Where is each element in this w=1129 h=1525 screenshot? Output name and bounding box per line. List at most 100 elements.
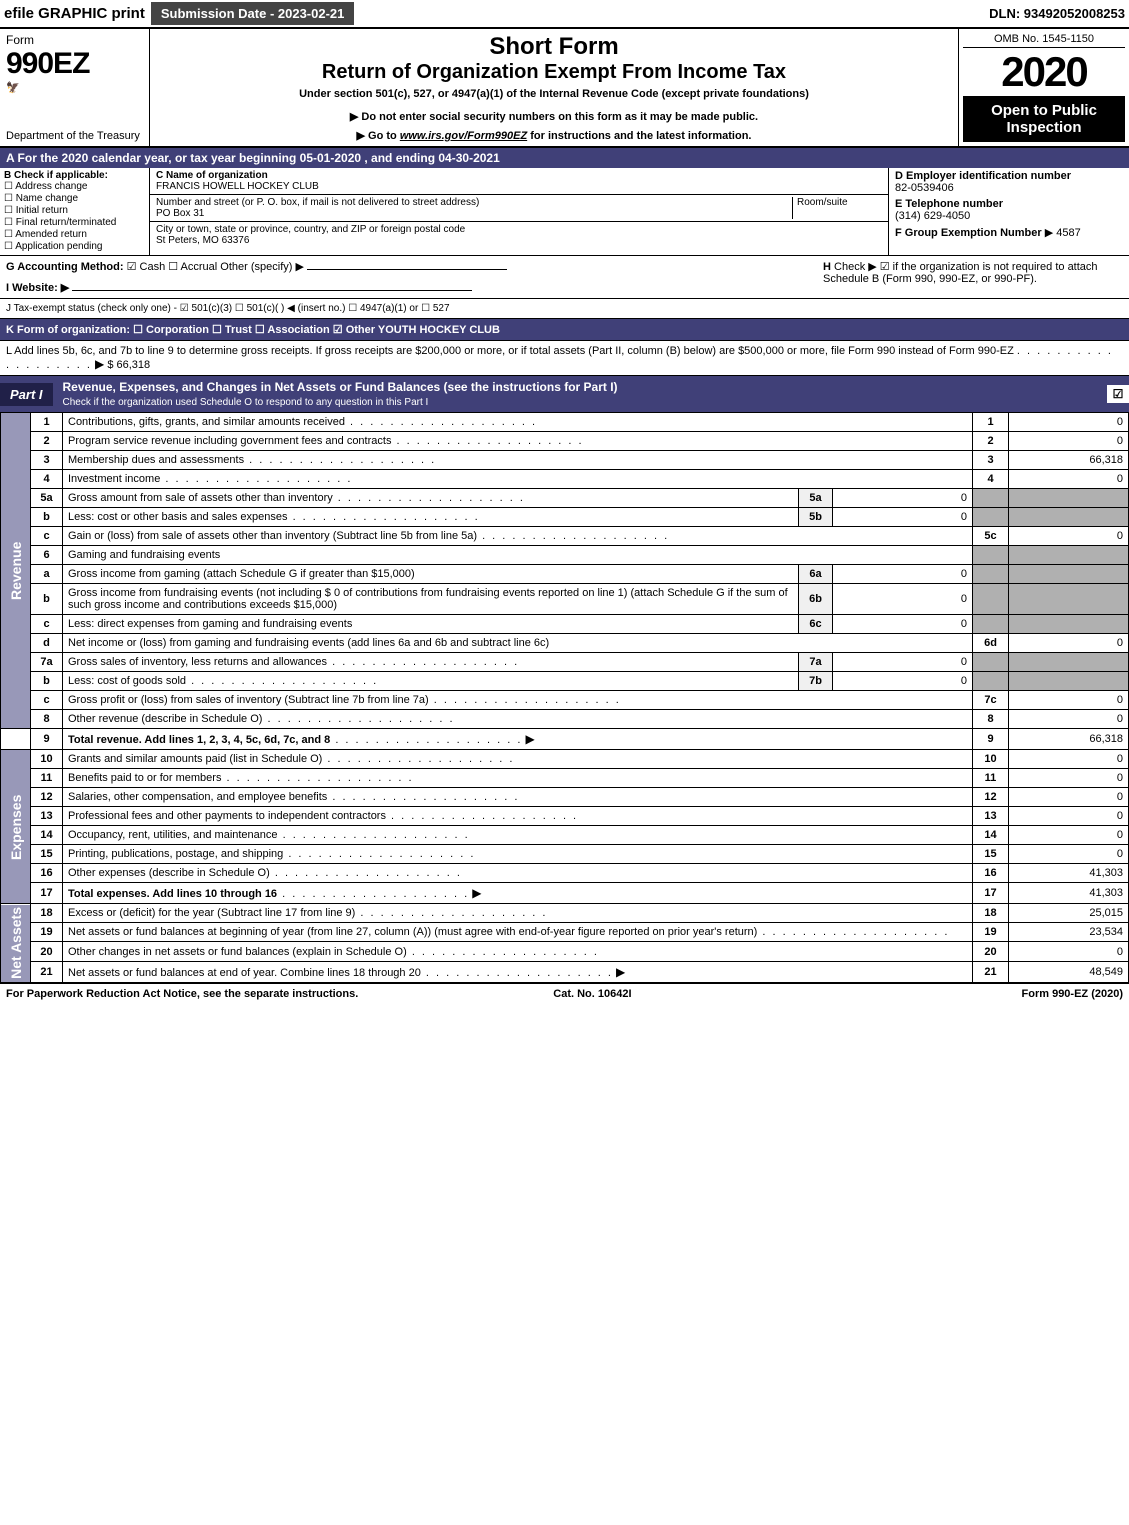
under-section-text: Under section 501(c), 527, or 4947(a)(1)… [299, 88, 809, 100]
table-row: Expenses 10 Grants and similar amounts p… [1, 750, 1129, 769]
line-k: K Form of organization: ☐ Corporation ☐ … [0, 319, 1129, 341]
blocked-cell [1009, 508, 1129, 527]
line-number: 15 [31, 845, 63, 864]
blocked-cell [973, 489, 1009, 508]
result-number: 11 [973, 769, 1009, 788]
line-number: 19 [31, 923, 63, 942]
table-row: 8 Other revenue (describe in Schedule O)… [1, 710, 1129, 729]
result-number: 8 [973, 710, 1009, 729]
line-h-label: H [823, 261, 831, 273]
table-row: b Less: cost of goods sold 7b 0 [1, 672, 1129, 691]
line-l-value: $ 66,318 [107, 359, 150, 371]
line-desc: Less: direct expenses from gaming and fu… [63, 615, 799, 634]
line-desc: Gaming and fundraising events [63, 546, 973, 565]
footer-form-id: Form 990-EZ (2020) [1022, 988, 1123, 1000]
result-number: 12 [973, 788, 1009, 807]
blocked-cell [1009, 546, 1129, 565]
check-initial-return[interactable]: ☐ Initial return [4, 205, 145, 216]
goto-prefix: ▶ Go to [357, 130, 400, 142]
result-number: 4 [973, 470, 1009, 489]
group-exemption-label: F Group Exemption Number [895, 227, 1042, 239]
line-number: 3 [31, 451, 63, 470]
line-number: c [31, 691, 63, 710]
result-value: 0 [1009, 788, 1129, 807]
revenue-side-label: Revenue [1, 413, 31, 729]
line-desc: Other revenue (describe in Schedule O) [63, 710, 973, 729]
sub-line-number: 5a [799, 489, 833, 508]
return-title: Return of Organization Exempt From Incom… [322, 61, 786, 84]
blocked-cell [1009, 489, 1129, 508]
line-desc: Gross amount from sale of assets other t… [63, 489, 799, 508]
line-number: 20 [31, 942, 63, 961]
line-desc: Other changes in net assets or fund bala… [63, 942, 973, 961]
ein-label: D Employer identification number [895, 170, 1123, 182]
sub-line-number: 7b [799, 672, 833, 691]
sub-value: 0 [833, 508, 973, 527]
inspection: Inspection [965, 119, 1123, 136]
department-label: Department of the Treasury [6, 130, 143, 142]
line-j: J Tax-exempt status (check only one) - ☑… [0, 299, 1129, 319]
line-number: c [31, 527, 63, 546]
result-value: 0 [1009, 634, 1129, 653]
line-desc: Gross income from gaming (attach Schedul… [63, 565, 799, 584]
table-row: 9 Total revenue. Add lines 1, 2, 3, 4, 5… [1, 729, 1129, 750]
line-number: 14 [31, 826, 63, 845]
footer-left: For Paperwork Reduction Act Notice, see … [6, 988, 358, 1000]
goto-suffix: for instructions and the latest informat… [530, 130, 751, 142]
result-number: 15 [973, 845, 1009, 864]
line-desc: Benefits paid to or for members [63, 769, 973, 788]
result-value: 0 [1009, 845, 1129, 864]
result-value: 48,549 [1009, 961, 1129, 982]
part-1-table: Revenue 1 Contributions, gifts, grants, … [0, 412, 1129, 983]
part-1-checkbox[interactable]: ☑ [1107, 385, 1129, 403]
result-number: 20 [973, 942, 1009, 961]
result-value: 0 [1009, 750, 1129, 769]
box-b: B Check if applicable: ☐ Address change … [0, 168, 150, 255]
page-footer: For Paperwork Reduction Act Notice, see … [0, 983, 1129, 1004]
check-application-pending[interactable]: ☐ Application pending [4, 241, 145, 252]
line-number: 18 [31, 904, 63, 923]
result-value: 23,534 [1009, 923, 1129, 942]
submission-date-button[interactable]: Submission Date - 2023-02-21 [151, 2, 355, 25]
public-inspection-box: Open to Public Inspection [963, 96, 1125, 142]
address-row: Number and street (or P. O. box, if mail… [150, 195, 888, 222]
line-desc: Occupancy, rent, utilities, and maintena… [63, 826, 973, 845]
result-number: 3 [973, 451, 1009, 470]
result-value: 41,303 [1009, 864, 1129, 883]
line-number: 21 [31, 961, 63, 982]
website-input[interactable] [72, 290, 472, 291]
irs-link[interactable]: www.irs.gov/Form990EZ [400, 130, 527, 142]
row-g-h: G Accounting Method: ☑ Cash ☐ Accrual Ot… [0, 256, 1129, 299]
result-value: 0 [1009, 470, 1129, 489]
address-label: Number and street (or P. O. box, if mail… [156, 197, 792, 208]
line-desc: Program service revenue including govern… [63, 432, 973, 451]
check-name-change[interactable]: ☐ Name change [4, 193, 145, 204]
table-row: 2 Program service revenue including gove… [1, 432, 1129, 451]
check-address-change[interactable]: ☐ Address change [4, 181, 145, 192]
blocked-cell [973, 672, 1009, 691]
result-value: 0 [1009, 527, 1129, 546]
efile-label: efile GRAPHIC print [4, 5, 145, 22]
line-number: 16 [31, 864, 63, 883]
result-value: 0 [1009, 691, 1129, 710]
result-value: 41,303 [1009, 883, 1129, 904]
line-number: 13 [31, 807, 63, 826]
line-desc: Gross profit or (loss) from sales of inv… [63, 691, 973, 710]
result-value: 0 [1009, 942, 1129, 961]
result-number: 1 [973, 413, 1009, 432]
line-desc: Salaries, other compensation, and employ… [63, 788, 973, 807]
sub-line-number: 6b [799, 584, 833, 615]
form-word: Form [6, 33, 143, 47]
line-desc: Gross income from fundraising events (no… [63, 584, 799, 615]
check-amended-return[interactable]: ☐ Amended return [4, 229, 145, 240]
blocked-cell [973, 565, 1009, 584]
result-number: 5c [973, 527, 1009, 546]
table-row: Net Assets 18 Excess or (deficit) for th… [1, 904, 1129, 923]
line-number: b [31, 508, 63, 527]
line-g-input[interactable] [307, 269, 507, 270]
line-g-options[interactable]: ☑ Cash ☐ Accrual Other (specify) ▶ [127, 261, 304, 273]
line-number: c [31, 615, 63, 634]
blocked-cell [973, 546, 1009, 565]
check-final-return[interactable]: ☐ Final return/terminated [4, 217, 145, 228]
blocked-cell [1009, 615, 1129, 634]
